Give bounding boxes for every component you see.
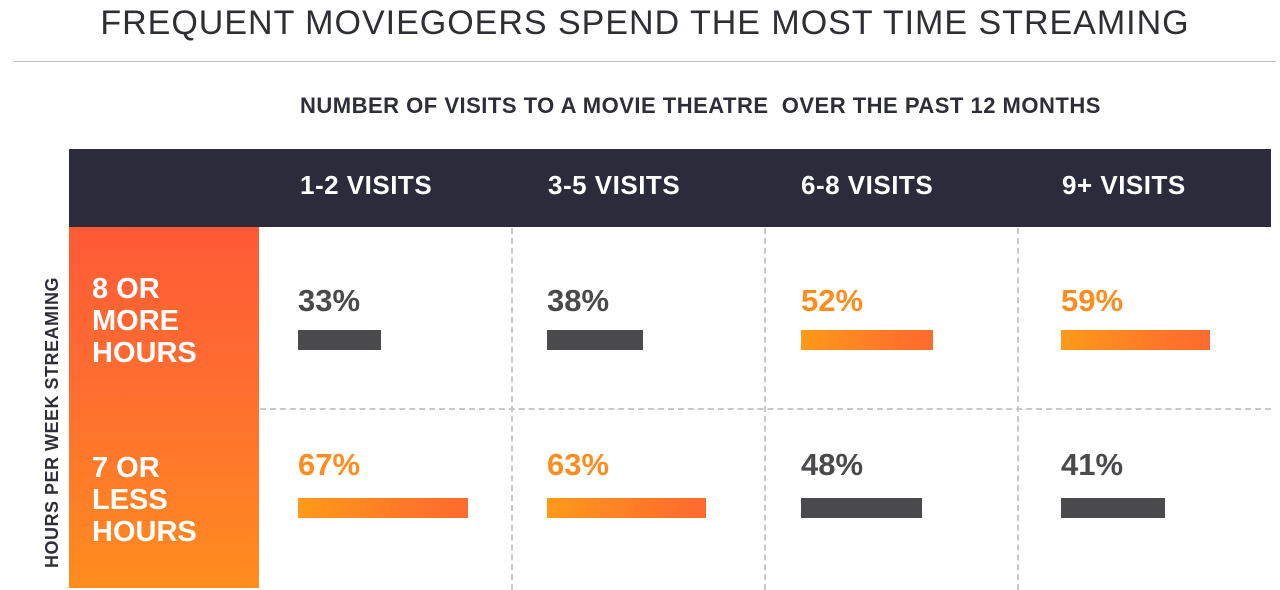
row-header-band <box>69 227 259 588</box>
percent-label: 41% <box>1061 447 1124 482</box>
percent-bar <box>1061 330 1210 350</box>
column-label-3-5-visits: 3-5 VISITS <box>548 170 681 200</box>
percent-label: 48% <box>801 447 864 482</box>
percent-bar <box>801 498 922 518</box>
percent-label: 67% <box>298 447 361 482</box>
percent-label: 52% <box>801 283 864 318</box>
percent-bar <box>298 330 381 350</box>
percent-label: 33% <box>298 283 361 318</box>
row-label-8-or-more-hours: 8 OR MORE HOURS <box>92 273 197 369</box>
row-axis-title: HOURS PER WEEK STREAMING <box>42 276 62 568</box>
percent-bar <box>298 498 468 518</box>
column-label-9-plus-visits: 9+ VISITS <box>1062 170 1186 200</box>
percent-bar <box>547 330 643 350</box>
percent-bar <box>1061 498 1165 518</box>
percent-label: 38% <box>547 283 610 318</box>
percent-bar <box>801 330 933 350</box>
row-divider <box>260 408 1271 410</box>
row-label-7-or-less-hours: 7 OR LESS HOURS <box>92 452 197 548</box>
column-label-1-2-visits: 1-2 VISITS <box>300 170 433 200</box>
column-label-6-8-visits: 6-8 VISITS <box>801 170 934 200</box>
column-axis-title: NUMBER OF VISITS TO A MOVIE THEATRE OVER… <box>300 93 1101 118</box>
percent-bar <box>547 498 706 518</box>
column-header-band <box>69 149 1271 227</box>
percent-label: 59% <box>1061 283 1124 318</box>
percent-label: 63% <box>547 447 610 482</box>
title-divider <box>14 61 1276 62</box>
chart-title: FREQUENT MOVIEGOERS SPEND THE MOST TIME … <box>100 4 1190 42</box>
